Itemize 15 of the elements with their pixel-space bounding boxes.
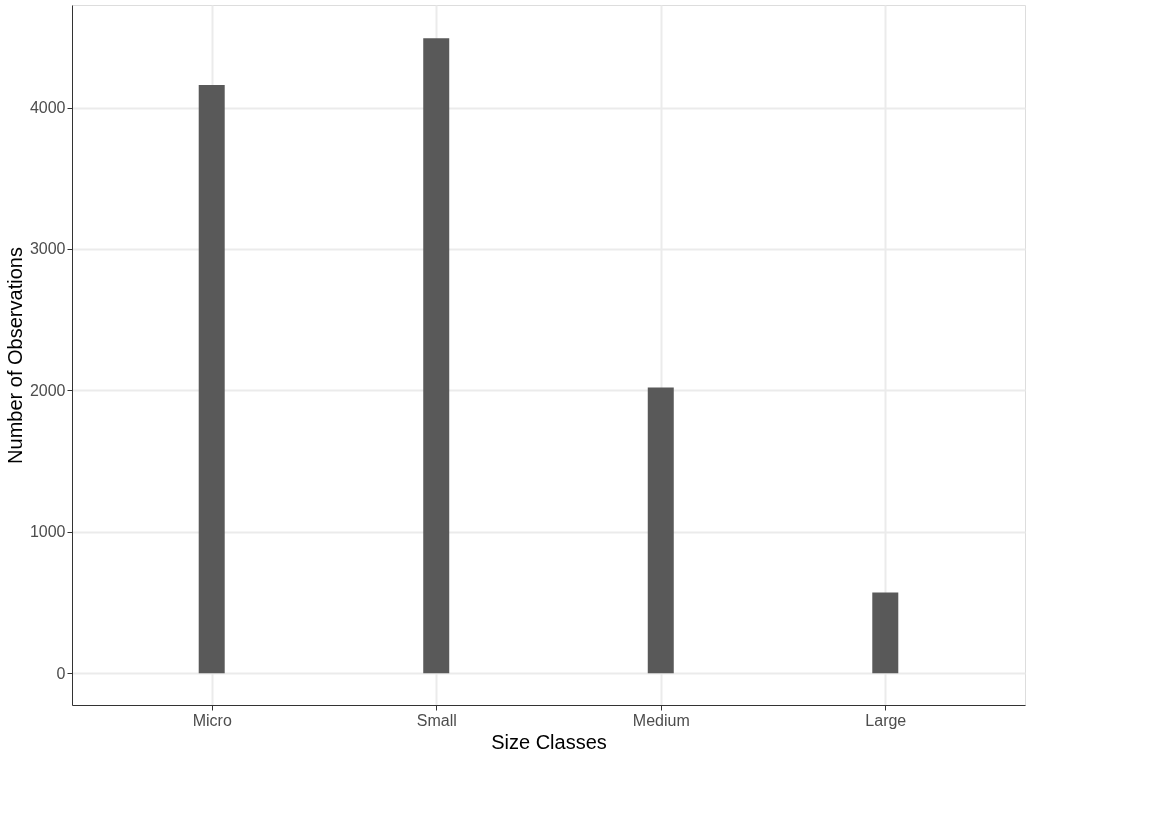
y-tick-label: 1000: [29, 523, 66, 541]
bar: [872, 592, 899, 674]
bar: [423, 38, 450, 674]
bar: [198, 84, 225, 674]
y-tick-label: 4000: [29, 99, 66, 117]
bar: [647, 387, 674, 674]
x-tick-label: Medium: [632, 711, 690, 729]
x-tick-label: Small: [416, 711, 457, 729]
x-axis-title: Size Classes: [491, 730, 607, 753]
y-tick-label: 2000: [29, 381, 66, 399]
y-axis-title: Number of Observations: [3, 247, 26, 464]
y-tick-label: 3000: [29, 240, 66, 258]
x-tick-label: Large: [865, 711, 907, 729]
x-tick-label: Micro: [192, 711, 232, 729]
y-tick-label: 0: [56, 664, 66, 682]
